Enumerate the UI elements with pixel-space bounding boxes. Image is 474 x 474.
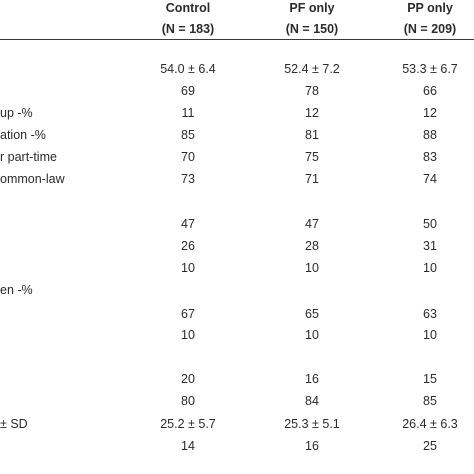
cell-pp-only: 53.3 ± 6.7 [402,62,458,76]
row-label: r part-time [0,150,57,164]
header-rule [0,39,474,40]
cell-pf-only: 10 [305,328,319,342]
cell-control: 70 [181,150,195,164]
cell-pp-only: 88 [423,128,437,142]
cell-control: 25.2 ± 5.7 [160,417,216,431]
cell-pf-only: 16 [305,372,319,386]
cell-control: 10 [181,328,195,342]
cell-pf-only: 28 [305,239,319,253]
cell-pf-only: 12 [305,106,319,120]
cell-pp-only: 83 [423,150,437,164]
cell-control: 11 [181,106,195,120]
cell-pp-only: 26.4 ± 6.3 [402,417,458,431]
row-label: ommon-law [0,172,65,186]
cell-pp-only: 31 [423,239,437,253]
cell-pf-only: 81 [305,128,319,142]
cell-control: 14 [181,439,195,453]
cell-pp-only: 74 [423,172,437,186]
cell-pp-only: 10 [423,328,437,342]
cell-control: 69 [181,84,195,98]
cell-control: 10 [181,261,195,275]
cell-pf-only: 75 [305,150,319,164]
cell-control: 85 [181,128,195,142]
column-name: Control [165,1,211,15]
cell-pf-only: 65 [305,307,319,321]
cell-pf-only: 16 [305,439,319,453]
cell-pp-only: 15 [423,372,437,386]
column-count: (N = 209) [403,21,457,36]
cell-pf-only: 84 [305,394,319,408]
cell-control: 20 [181,372,195,386]
column-name: PP only [407,1,453,15]
cell-pf-only: 78 [305,84,319,98]
column-header-control: Control (N = 183) [138,2,238,35]
cell-pf-only: 10 [305,261,319,275]
cell-pf-only: 25.3 ± 5.1 [284,417,340,431]
cell-control: 47 [181,217,195,231]
cell-pf-only: 47 [305,217,319,231]
row-label: en -% [0,283,33,297]
column-name: PF only [289,1,335,15]
row-label: ation -% [0,128,46,142]
cell-pp-only: 66 [423,84,437,98]
cell-pp-only: 10 [423,261,437,275]
cell-pp-only: 63 [423,307,437,321]
cell-control: 80 [181,394,195,408]
cell-control: 26 [181,239,195,253]
column-count: (N = 150) [285,21,339,36]
row-label: ± SD [0,417,28,431]
cell-control: 73 [181,172,195,186]
cell-pp-only: 12 [423,106,437,120]
cell-pp-only: 25 [423,439,437,453]
cell-pf-only: 52.4 ± 7.2 [284,62,340,76]
cell-control: 54.0 ± 6.4 [160,62,216,76]
column-header-pf-only: PF only (N = 150) [262,2,362,35]
column-count: (N = 183) [161,21,215,36]
column-header-pp-only: PP only (N = 209) [380,2,474,35]
cell-control: 67 [181,307,195,321]
row-label: up -% [0,106,33,120]
cell-pf-only: 71 [305,172,319,186]
cell-pp-only: 85 [423,394,437,408]
cell-pp-only: 50 [423,217,437,231]
